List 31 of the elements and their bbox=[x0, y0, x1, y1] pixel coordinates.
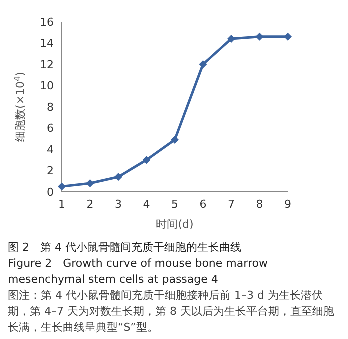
point bbox=[171, 136, 179, 144]
caption: Figure 2 Growth curve of mouse bone marrow mesenchymal stem cells at passage 4 bbox=[8, 256, 269, 288]
x-tick-label: 7 bbox=[228, 198, 235, 211]
x-axis-title: 时间(d) bbox=[156, 218, 194, 231]
y-tick-label: 10 bbox=[40, 80, 54, 93]
x-tick-label: 8 bbox=[256, 198, 264, 211]
x-tick-label: 5 bbox=[172, 198, 178, 211]
point bbox=[228, 35, 236, 43]
text: 图注：第 4 代小鼠骨髓间充质干细胞接种后前 1–3 d 为生长潜伏期，第 4–7 天为对数生长期，第 8 天以后为生长平台期，直至细胞长满，生长曲线呈典型“S”型。 bbox=[8, 288, 336, 336]
point bbox=[114, 173, 122, 182]
caption: 图 2 第 4 代小鼠骨髓间充质干细胞的生长曲线 bbox=[8, 240, 242, 256]
x-tick-label: 2 bbox=[86, 198, 94, 211]
x-tick-label: 3 bbox=[115, 198, 122, 211]
point bbox=[86, 180, 94, 188]
x-tick-label: 9 bbox=[284, 198, 292, 211]
y-tick-label: 8 bbox=[47, 100, 54, 114]
x-tick-label: 1 bbox=[58, 198, 66, 211]
point bbox=[256, 32, 264, 41]
y-tick-label: 14 bbox=[40, 37, 54, 50]
y-tick-label: 2 bbox=[47, 164, 54, 178]
point bbox=[58, 182, 66, 191]
point bbox=[284, 32, 292, 41]
y-tick-label: 16 bbox=[40, 16, 54, 29]
y-tick-label: 0 bbox=[47, 186, 54, 199]
y-tick-label: 12 bbox=[40, 58, 54, 72]
y-tick-label: 6 bbox=[47, 122, 54, 136]
x-tick-label: 6 bbox=[200, 198, 207, 211]
point bbox=[199, 60, 208, 68]
y-tick-label: 4 bbox=[47, 143, 54, 156]
point bbox=[142, 156, 151, 164]
x-tick-label: 4 bbox=[143, 198, 150, 211]
